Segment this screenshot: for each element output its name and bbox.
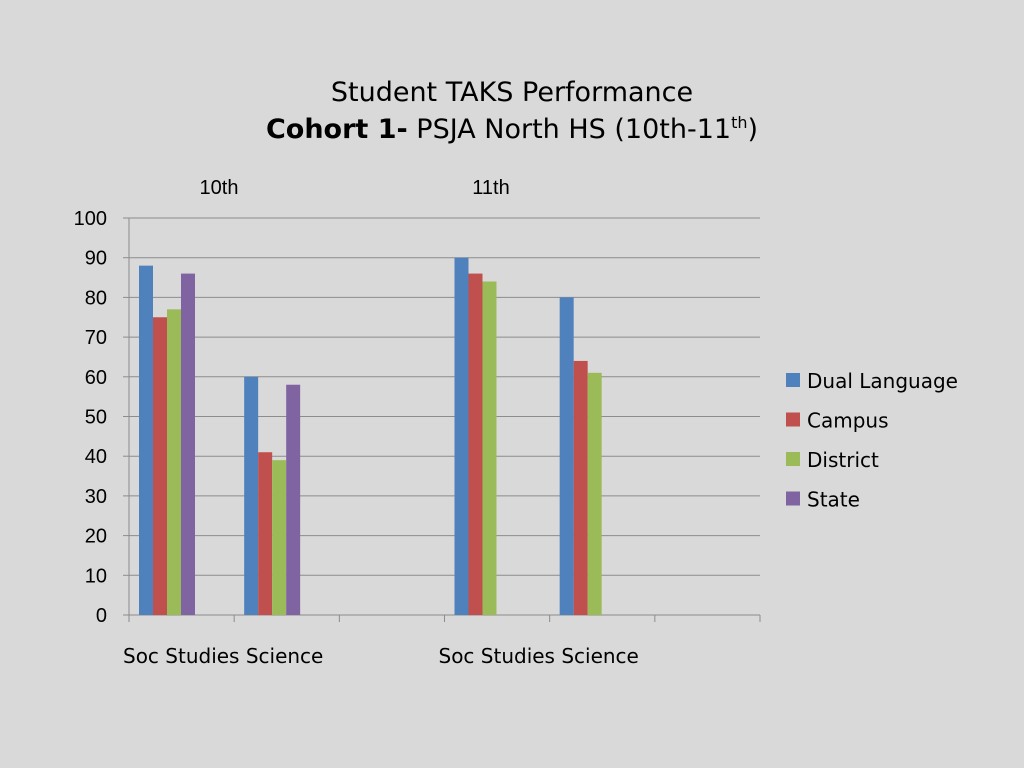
y-tick-label: 80 <box>85 287 107 309</box>
bar-district <box>167 309 181 615</box>
bar-dual-language <box>454 257 469 615</box>
bar-district <box>272 460 287 615</box>
bar-campus <box>468 273 483 615</box>
x-category-label: Soc Studies Science <box>439 644 639 668</box>
y-tick-label: 100 <box>74 208 107 230</box>
bar-campus <box>573 360 588 615</box>
chart-subtitle-bold: Cohort 1- <box>265 114 408 145</box>
bar-state <box>181 273 195 615</box>
y-tick-label: 90 <box>85 248 107 270</box>
y-tick-label: 0 <box>96 605 107 627</box>
y-tick-label: 30 <box>85 486 107 508</box>
legend-label: Campus <box>807 409 889 433</box>
chart-title-block: Student TAKS Performance Cohort 1- PSJA … <box>0 74 1024 148</box>
y-tick-label: 60 <box>85 367 107 389</box>
group-label: 11th <box>472 177 509 199</box>
bar-dual-language <box>244 376 259 615</box>
chart-title: Student TAKS Performance <box>330 77 694 108</box>
chart-subtitle-end: ) <box>747 114 759 145</box>
legend-swatch <box>786 491 800 506</box>
bar-state <box>286 384 301 615</box>
bar-campus <box>153 317 167 615</box>
legend-label: State <box>807 488 860 512</box>
x-category-label: Soc Studies Science <box>123 644 323 668</box>
bar-district <box>482 281 497 615</box>
bar-dual-language <box>559 297 574 615</box>
chart-subtitle-main: PSJA North HS (10th-11 <box>407 114 732 145</box>
legend-swatch <box>786 373 800 387</box>
legend-swatch <box>786 412 800 427</box>
group-label: 10th <box>200 177 239 199</box>
y-tick-label: 40 <box>85 446 107 468</box>
chart-subtitle-sup: th <box>731 113 748 132</box>
legend-label: Dual Language <box>807 369 958 393</box>
legend-label: District <box>807 448 879 472</box>
chart-subtitle: Cohort 1- PSJA North HS (10th-11th) <box>0 111 1024 148</box>
y-tick-label: 20 <box>85 526 107 548</box>
y-tick-label: 50 <box>85 407 107 429</box>
bar-campus <box>258 452 273 615</box>
bar-dual-language <box>139 265 153 615</box>
bar-district <box>587 372 602 615</box>
legend-swatch <box>786 452 800 466</box>
y-tick-label: 70 <box>85 327 107 349</box>
y-tick-label: 10 <box>85 565 107 587</box>
